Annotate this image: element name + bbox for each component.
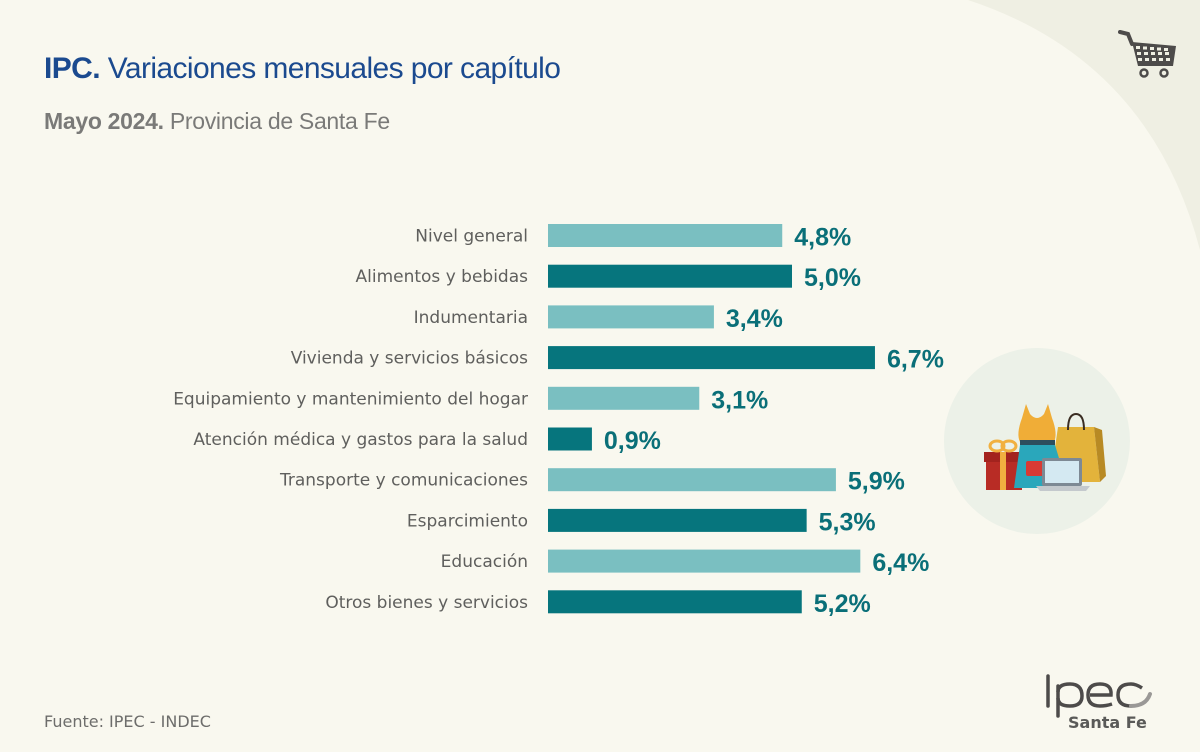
title-rest: Variaciones mensuales por capítulo — [99, 52, 561, 85]
subtitle-bold: Mayo 2024. — [44, 108, 164, 134]
category-label: Nivel general — [415, 227, 528, 247]
chart-subtitle: Mayo 2024. Provincia de Santa Fe — [44, 108, 390, 135]
bar-group: Vivienda y servicios básicos 6,7% — [291, 346, 944, 374]
category-label: Indumentaria — [414, 308, 528, 328]
laptop-icon — [1036, 458, 1090, 491]
chart-title: IPC. Variaciones mensuales por capítulo — [44, 52, 561, 86]
value-label: 3,4% — [726, 305, 783, 333]
category-label: Alimentos y bebidas — [356, 267, 529, 287]
value-label: 5,3% — [819, 508, 876, 536]
bar — [548, 468, 836, 492]
title-bold: IPC. — [44, 52, 101, 85]
bar — [548, 427, 592, 451]
bar-group: Educación 6,4% — [441, 549, 930, 577]
bar — [548, 224, 783, 247]
bar — [548, 264, 792, 288]
category-label: Atención médica y gastos para la salud — [193, 430, 528, 450]
bar — [548, 549, 861, 573]
ipec-logo — [1046, 674, 1152, 718]
value-label: 4,8% — [794, 224, 851, 252]
bar-group: Alimentos y bebidas 5,0% — [356, 264, 861, 292]
bar — [548, 508, 807, 532]
shopping-cart-icon — [1118, 30, 1176, 78]
category-label: Educación — [441, 552, 528, 572]
shopping-items-illustration — [944, 348, 1130, 534]
category-label: Otros bienes y servicios — [325, 593, 528, 613]
category-label: Equipamiento y mantenimiento del hogar — [173, 389, 528, 409]
value-label: 5,2% — [814, 590, 871, 618]
value-label: 5,9% — [848, 468, 905, 496]
category-label: Esparcimiento — [407, 511, 528, 531]
bar-group: Atención médica y gastos para la salud 0,… — [193, 427, 660, 455]
bar — [548, 386, 700, 410]
value-label: 0,9% — [604, 427, 661, 455]
subtitle-rest: Provincia de Santa Fe — [163, 108, 390, 134]
bar — [548, 346, 875, 370]
value-label: 6,7% — [887, 346, 944, 374]
value-label: 3,1% — [711, 386, 768, 414]
bar — [548, 305, 714, 329]
source-note: Fuente: IPEC - INDEC — [44, 712, 211, 731]
category-label: Vivienda y servicios básicos — [291, 349, 528, 369]
value-label: 5,0% — [804, 264, 861, 292]
bar — [548, 590, 802, 614]
bar-group: Equipamiento y mantenimiento del hogar 3,… — [173, 386, 768, 414]
bar-group: Nivel general 4,8% — [415, 224, 851, 252]
logo-subtext: Santa Fe — [1068, 713, 1147, 732]
category-label: Transporte y comunicaciones — [279, 471, 528, 491]
bar-group: Esparcimiento 5,3% — [407, 508, 876, 536]
value-label: 6,4% — [872, 549, 929, 577]
bar-group: Otros bienes y servicios 5,2% — [325, 590, 870, 618]
bar-group: Transporte y comunicaciones 5,9% — [279, 468, 905, 496]
bar-group: Indumentaria 3,4% — [414, 305, 783, 333]
